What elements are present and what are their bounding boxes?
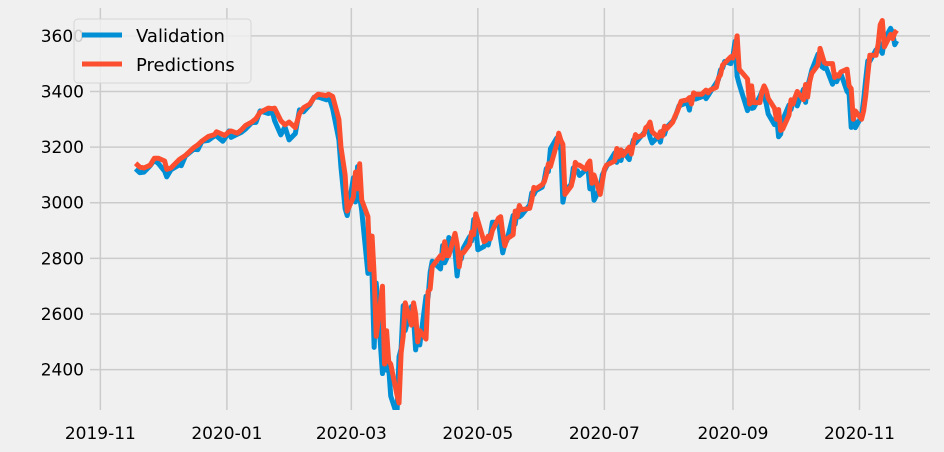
series-line-predictions: [133, 18, 899, 406]
x-tick-label: 2020-09: [697, 424, 768, 444]
series-group: [133, 18, 900, 410]
x-tick-label: 2019-11: [65, 424, 136, 444]
legend-label-predictions: Predictions: [136, 55, 235, 76]
y-tick-label: 2800: [41, 249, 84, 269]
y-tick-label: 3000: [41, 194, 84, 214]
y-tick-label: 2600: [41, 305, 84, 325]
y-tick-label: 2400: [41, 361, 84, 381]
legend: Validation Predictions: [73, 18, 252, 84]
y-tick-label: 3600: [41, 27, 84, 47]
x-tick-label: 2020-05: [442, 424, 513, 444]
legend-label-validation: Validation: [136, 26, 225, 47]
x-tick-label: 2020-11: [824, 424, 895, 444]
x-tick-label: 2020-07: [569, 424, 640, 444]
x-tick-label: 2020-03: [316, 424, 387, 444]
x-tick-label: 2020-01: [191, 424, 262, 444]
y-tick-label: 3400: [41, 82, 84, 102]
axes: 2400 2600 2800 3000 3200 3400 3600 2019-11 2020-…: [41, 27, 895, 444]
y-tick-label: 3200: [41, 138, 84, 158]
